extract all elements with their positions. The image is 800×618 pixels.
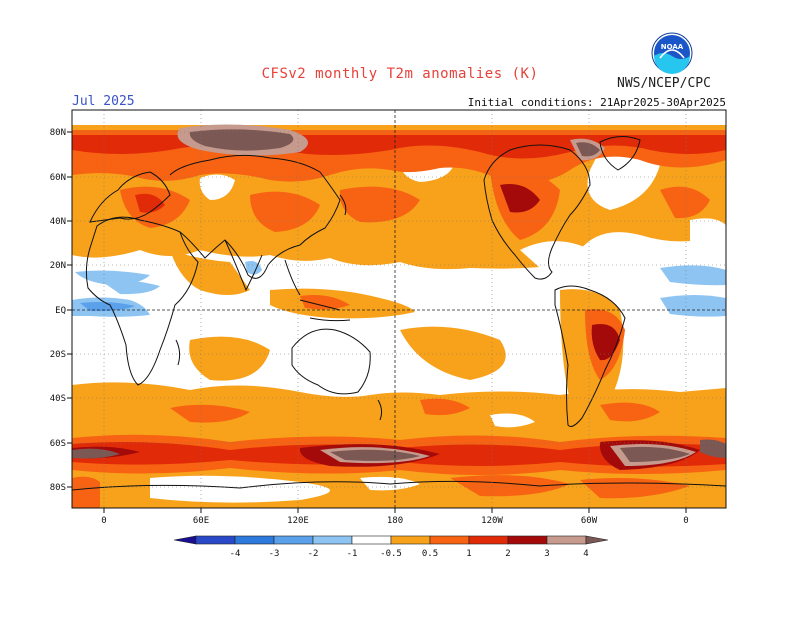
lon-label: 60E bbox=[193, 516, 209, 526]
colorbar-label: -0.5 bbox=[380, 549, 402, 559]
lon-label: 180 bbox=[387, 516, 403, 526]
colorbar-segment bbox=[312, 535, 353, 545]
colorbar-segment bbox=[585, 535, 609, 545]
colorbar-segment bbox=[351, 535, 392, 545]
equator-dateline bbox=[72, 110, 726, 508]
initial-conditions-label: Initial conditions: 21Apr2025-30Apr2025 bbox=[467, 96, 726, 109]
colorbar-segment bbox=[195, 535, 236, 545]
colorbar-label: -4 bbox=[230, 549, 241, 559]
lat-labels: 80N 60N 40N 20N EQ 20S 40S 60S 80S bbox=[50, 128, 66, 493]
logo-text: NOAA bbox=[661, 43, 684, 51]
colorbar-segment bbox=[173, 535, 197, 545]
lon-label: 60W bbox=[581, 516, 598, 526]
colorbar-label: 3 bbox=[544, 549, 549, 559]
chart-title: CFSv2 monthly T2m anomalies (K) bbox=[261, 66, 539, 82]
lat-label: 80N bbox=[50, 128, 66, 138]
lon-label: 120E bbox=[287, 516, 309, 526]
lat-label: 40S bbox=[50, 394, 66, 404]
lat-label: 80S bbox=[50, 483, 66, 493]
lon-labels: 0 60E 120E 180 120W 60W 0 bbox=[101, 516, 688, 526]
lon-label: 0 bbox=[683, 516, 688, 526]
colorbar-segment bbox=[546, 535, 587, 545]
map-frame bbox=[71, 109, 727, 509]
anomaly-field bbox=[72, 110, 726, 508]
tick-marks bbox=[67, 131, 687, 513]
lat-label: 20S bbox=[50, 350, 66, 360]
colorbar-segment bbox=[468, 535, 509, 545]
agency-label: NWS/NCEP/CPC bbox=[617, 76, 711, 91]
colorbar-segment bbox=[429, 535, 470, 545]
colorbar-label: 0.5 bbox=[422, 549, 438, 559]
coastlines bbox=[72, 136, 726, 491]
noaa-logo-icon: NOAA bbox=[651, 32, 693, 74]
graticule bbox=[72, 110, 726, 508]
colorbar-segment bbox=[390, 535, 431, 545]
colorbar-label: -3 bbox=[269, 549, 280, 559]
colorbar-label: -1 bbox=[347, 549, 358, 559]
lat-label: 60S bbox=[50, 439, 66, 449]
colorbar-label: 2 bbox=[505, 549, 510, 559]
colorbar-segment bbox=[273, 535, 314, 545]
valid-month-label: Jul 2025 bbox=[72, 94, 135, 109]
colorbar-label: -2 bbox=[308, 549, 319, 559]
lat-label: EQ bbox=[55, 306, 66, 316]
colorbar: -4 -3 -2 -1 -0.5 0.5 1 2 3 4 bbox=[173, 535, 609, 559]
lon-label: 120W bbox=[481, 516, 503, 526]
lat-label: 60N bbox=[50, 173, 66, 183]
colorbar-segment bbox=[234, 535, 275, 545]
lon-label: 0 bbox=[101, 516, 106, 526]
colorbar-segment bbox=[507, 535, 548, 545]
lat-label: 20N bbox=[50, 261, 66, 271]
colorbar-label: 4 bbox=[583, 549, 588, 559]
lat-label: 40N bbox=[50, 217, 66, 227]
colorbar-label: 1 bbox=[466, 549, 471, 559]
